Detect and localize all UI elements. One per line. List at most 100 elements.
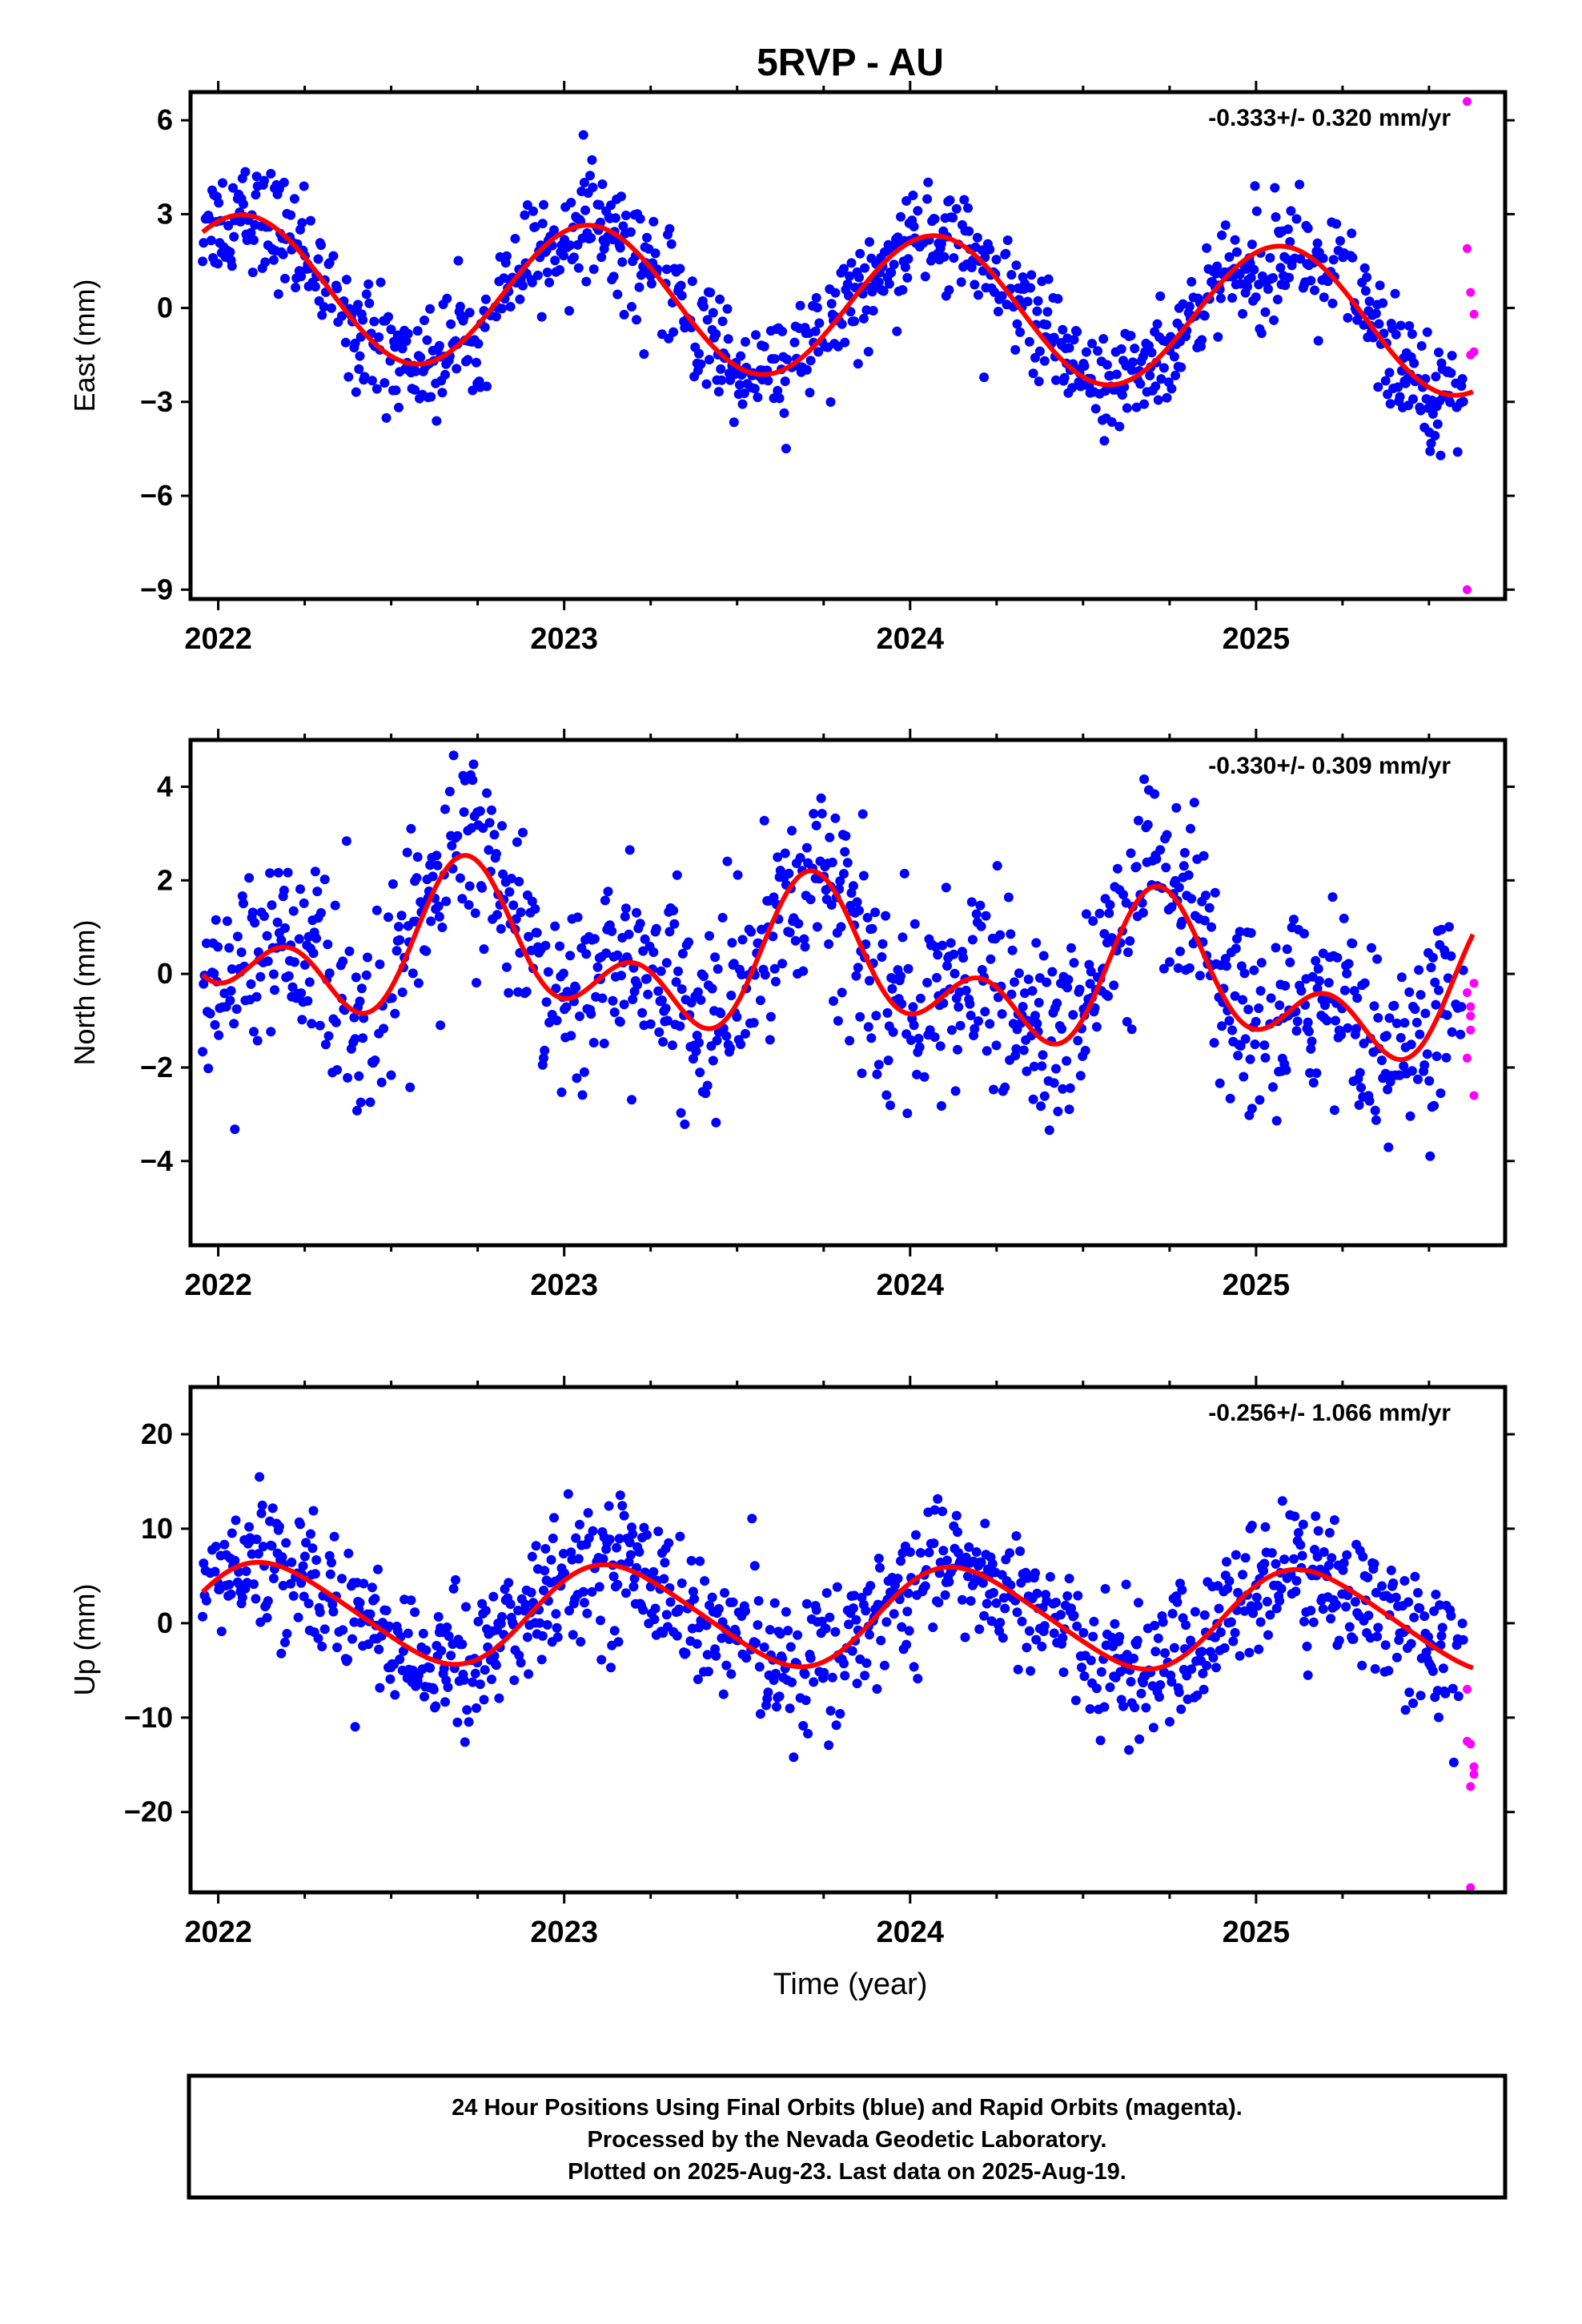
up-final-point: [211, 1542, 221, 1552]
east-final-point: [1271, 212, 1281, 222]
north-final-point: [896, 971, 905, 981]
up-final-point: [1199, 1610, 1210, 1620]
up-final-point: [1313, 1526, 1323, 1536]
north-final-point: [1443, 973, 1453, 983]
east-final-point: [555, 265, 565, 275]
up-final-point: [901, 1639, 912, 1650]
up-final-point: [1408, 1698, 1418, 1708]
up-final-point: [548, 1534, 558, 1543]
north-rapid-points: [1463, 979, 1479, 1100]
east-final-point: [1001, 248, 1011, 259]
north-final-point: [935, 1041, 946, 1051]
east-final-point: [751, 330, 761, 340]
north-final-point: [654, 1027, 665, 1037]
up-final-point: [514, 1651, 524, 1660]
east-final-point: [773, 385, 783, 396]
up-final-point: [1440, 1688, 1451, 1699]
north-final-point: [710, 952, 721, 963]
east-final-point: [854, 272, 864, 283]
east-final-point: [1347, 252, 1358, 263]
north-final-point: [1109, 980, 1119, 991]
east-final-point: [455, 301, 465, 312]
east-final-point: [371, 384, 382, 394]
east-final-point: [273, 289, 283, 300]
north-final-point: [881, 1090, 892, 1100]
up-final-point: [472, 1703, 481, 1713]
east-final-point: [964, 226, 974, 236]
north-final-point: [912, 1069, 922, 1080]
east-final-point: [310, 282, 320, 292]
up-final-point: [1371, 1587, 1381, 1598]
north-final-point: [1414, 965, 1424, 975]
north-final-point: [540, 1045, 550, 1055]
north-final-point: [289, 957, 299, 967]
north-final-point: [396, 911, 407, 921]
north-final-point: [1306, 1043, 1316, 1054]
up-final-point: [1134, 1598, 1143, 1608]
east-final-point: [491, 312, 501, 322]
north-final-point: [539, 1053, 548, 1063]
up-final-point: [1186, 1664, 1197, 1675]
up-final-point: [287, 1557, 297, 1567]
up-final-point: [865, 1630, 874, 1640]
east-final-point: [1310, 285, 1319, 296]
east-x-tick-label: 2024: [877, 622, 945, 656]
north-final-point: [765, 1011, 776, 1022]
east-final-point: [412, 326, 423, 336]
up-final-point: [343, 1655, 353, 1665]
north-final-point: [561, 1002, 572, 1012]
north-final-point: [737, 935, 748, 945]
north-final-point: [1051, 1063, 1061, 1074]
north-final-point: [1057, 1023, 1067, 1034]
east-final-point: [789, 337, 800, 348]
up-final-point: [604, 1534, 615, 1545]
up-final-point: [613, 1637, 624, 1647]
up-final-point: [979, 1610, 990, 1621]
north-final-point: [350, 1034, 360, 1044]
east-final-point: [453, 255, 464, 266]
up-final-point: [1344, 1622, 1355, 1632]
east-final-point: [661, 264, 672, 275]
up-final-point: [359, 1578, 369, 1589]
east-final-point: [367, 376, 377, 386]
north-final-point: [1131, 862, 1142, 872]
up-final-point: [460, 1737, 470, 1747]
east-final-point: [711, 329, 721, 340]
up-final-point: [998, 1633, 1008, 1643]
north-final-point: [1303, 1027, 1314, 1036]
up-final-point: [328, 1606, 339, 1617]
north-final-point: [903, 963, 913, 974]
north-final-point: [227, 964, 237, 975]
up-final-point: [1208, 1652, 1219, 1663]
north-final-point: [1199, 850, 1209, 861]
east-final-point: [355, 351, 365, 361]
north-final-point: [1123, 947, 1133, 958]
up-final-point: [713, 1604, 724, 1614]
north-final-point: [817, 809, 827, 818]
north-final-point: [615, 1017, 625, 1027]
up-final-point: [436, 1646, 447, 1656]
north-final-point: [982, 1046, 992, 1056]
north-final-point: [784, 868, 794, 879]
north-final-point: [845, 1035, 855, 1046]
north-final-point: [1354, 1100, 1364, 1110]
up-final-point: [1415, 1603, 1425, 1614]
north-final-point: [252, 1035, 263, 1046]
up-final-point: [403, 1628, 413, 1638]
up-final-point: [1062, 1591, 1073, 1601]
up-final-point: [1373, 1622, 1383, 1633]
east-final-point: [860, 263, 870, 273]
up-final-point: [904, 1626, 914, 1636]
up-final-point: [1446, 1610, 1456, 1621]
north-final-point: [511, 914, 521, 924]
up-final-point: [1134, 1734, 1145, 1744]
east-final-point: [597, 179, 608, 189]
up-final-point: [1267, 1548, 1277, 1558]
up-final-point: [1311, 1511, 1321, 1522]
up-final-point: [989, 1587, 998, 1598]
north-final-point: [1339, 985, 1350, 995]
up-final-point: [1427, 1666, 1438, 1676]
north-final-point: [755, 995, 765, 1006]
north-final-point: [577, 1090, 588, 1100]
